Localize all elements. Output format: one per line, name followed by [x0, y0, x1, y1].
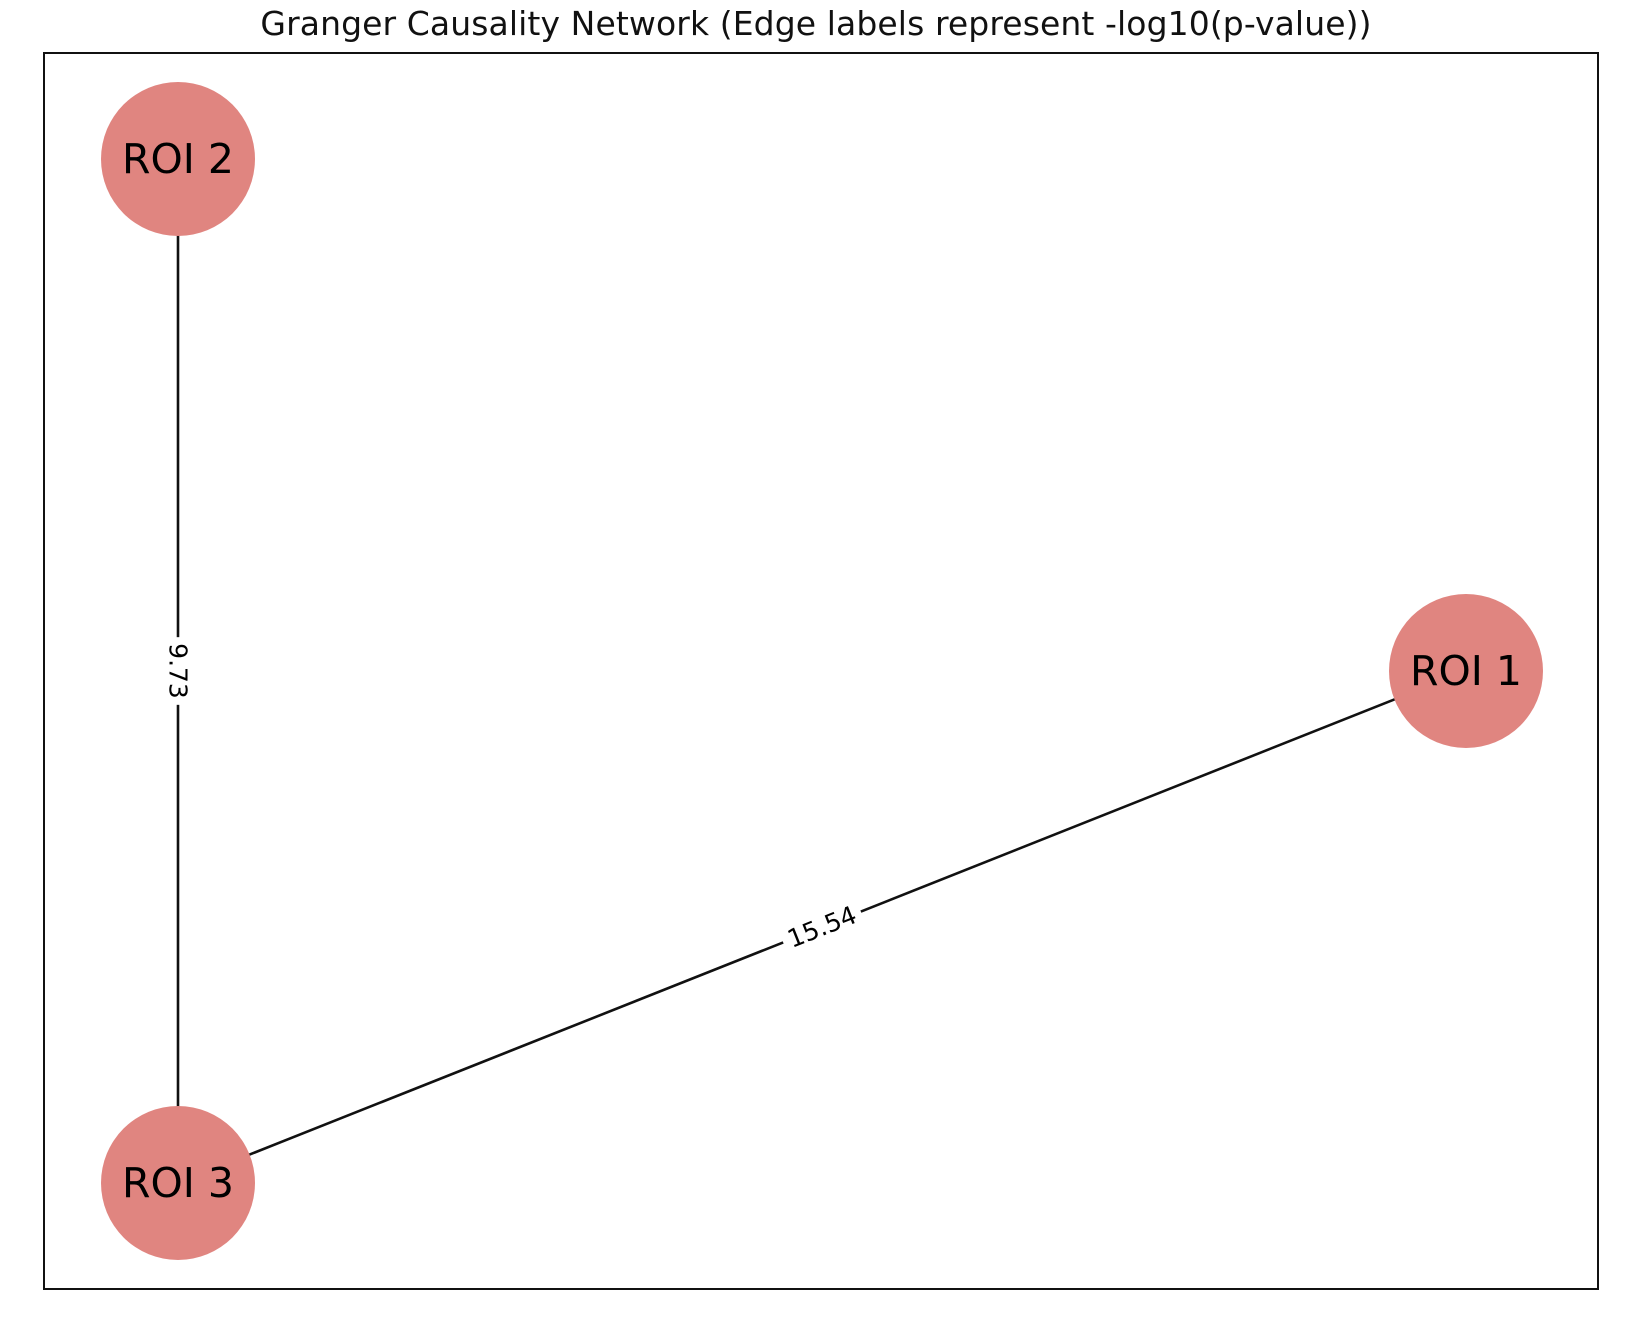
node-roi3: [101, 1106, 255, 1260]
node-label-roi1: ROI 1: [1410, 647, 1522, 695]
edge-label-group: 9.73: [161, 637, 195, 705]
node-roi2: [101, 82, 255, 236]
edge-label: 15.54: [783, 900, 860, 953]
plot-frame: [43, 52, 1599, 1290]
edge-label: 9.73: [164, 643, 193, 699]
node-label-roi2: ROI 2: [122, 135, 234, 183]
nodes-layer: ROI 1 ROI 2 ROI 3: [101, 82, 1543, 1260]
diagram-title: Granger Causality Network (Edge labels r…: [260, 4, 1372, 43]
node-label-roi3: ROI 3: [122, 1159, 234, 1207]
edges-layer: [176, 159, 1467, 1185]
edge-label-background: [777, 896, 867, 958]
edge-label-group: 15.54: [777, 896, 867, 958]
edge-labels-layer: 9.73 15.54: [161, 637, 867, 958]
edge-label-background: [161, 637, 195, 705]
node-roi1: [1389, 594, 1543, 748]
